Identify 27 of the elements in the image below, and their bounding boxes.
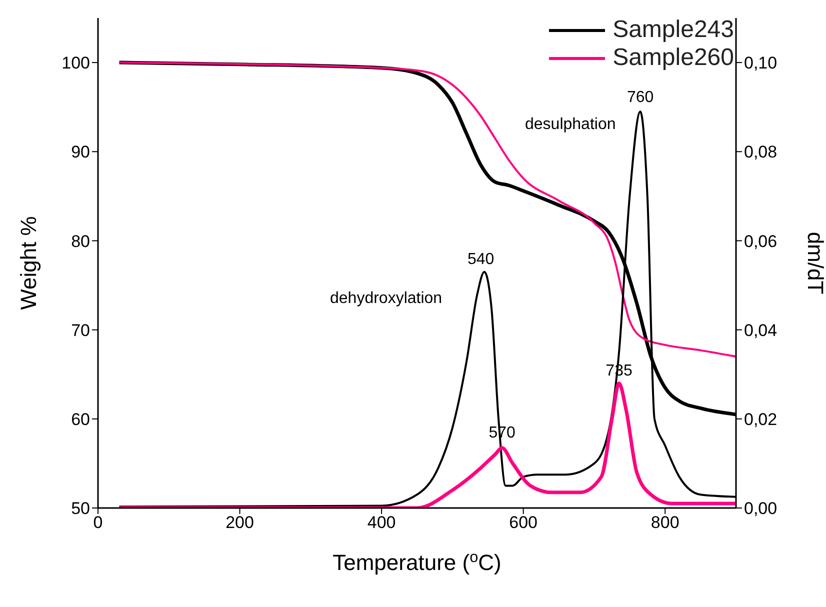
y2-tick-label: 0,04 (744, 320, 778, 340)
x-tick-label: 400 (367, 513, 396, 532)
y2-tick-label: 0,00 (744, 499, 778, 518)
x-tick-label: 0 (93, 513, 103, 532)
y-tick-label: 80 (71, 232, 90, 251)
y2-tick-label: 0,02 (744, 410, 778, 429)
y-tick-label: 60 (71, 410, 90, 429)
y2-tick-label: 0,08 (744, 142, 778, 162)
annotation: desulphation (525, 116, 616, 134)
annotation: 540 (467, 250, 494, 268)
y-tick-label: 90 (71, 142, 90, 162)
y-tick-label: 70 (71, 320, 90, 340)
annotation: 760 (626, 88, 654, 106)
x-tick-label: 600 (509, 513, 538, 532)
y2-tick-label: 0,10 (744, 54, 778, 73)
legend-label: Sample243 (612, 16, 734, 44)
x-axis-title: Temperature ($^{o}$C) (332, 548, 502, 575)
x-tick-label: 200 (226, 513, 254, 532)
y-tick-label: 100 (62, 54, 90, 73)
y2-axis-title: dm/dT (803, 232, 826, 294)
legend-label: Sample260 (612, 44, 734, 72)
annotation: dehydroxylation (330, 290, 442, 308)
x-tick-label: 800 (650, 513, 680, 532)
line-series (118, 382, 736, 508)
y-axis-title: Weight % (16, 216, 41, 310)
y-tick-label: 50 (71, 499, 90, 518)
y2-tick-label: 0,06 (744, 232, 778, 251)
